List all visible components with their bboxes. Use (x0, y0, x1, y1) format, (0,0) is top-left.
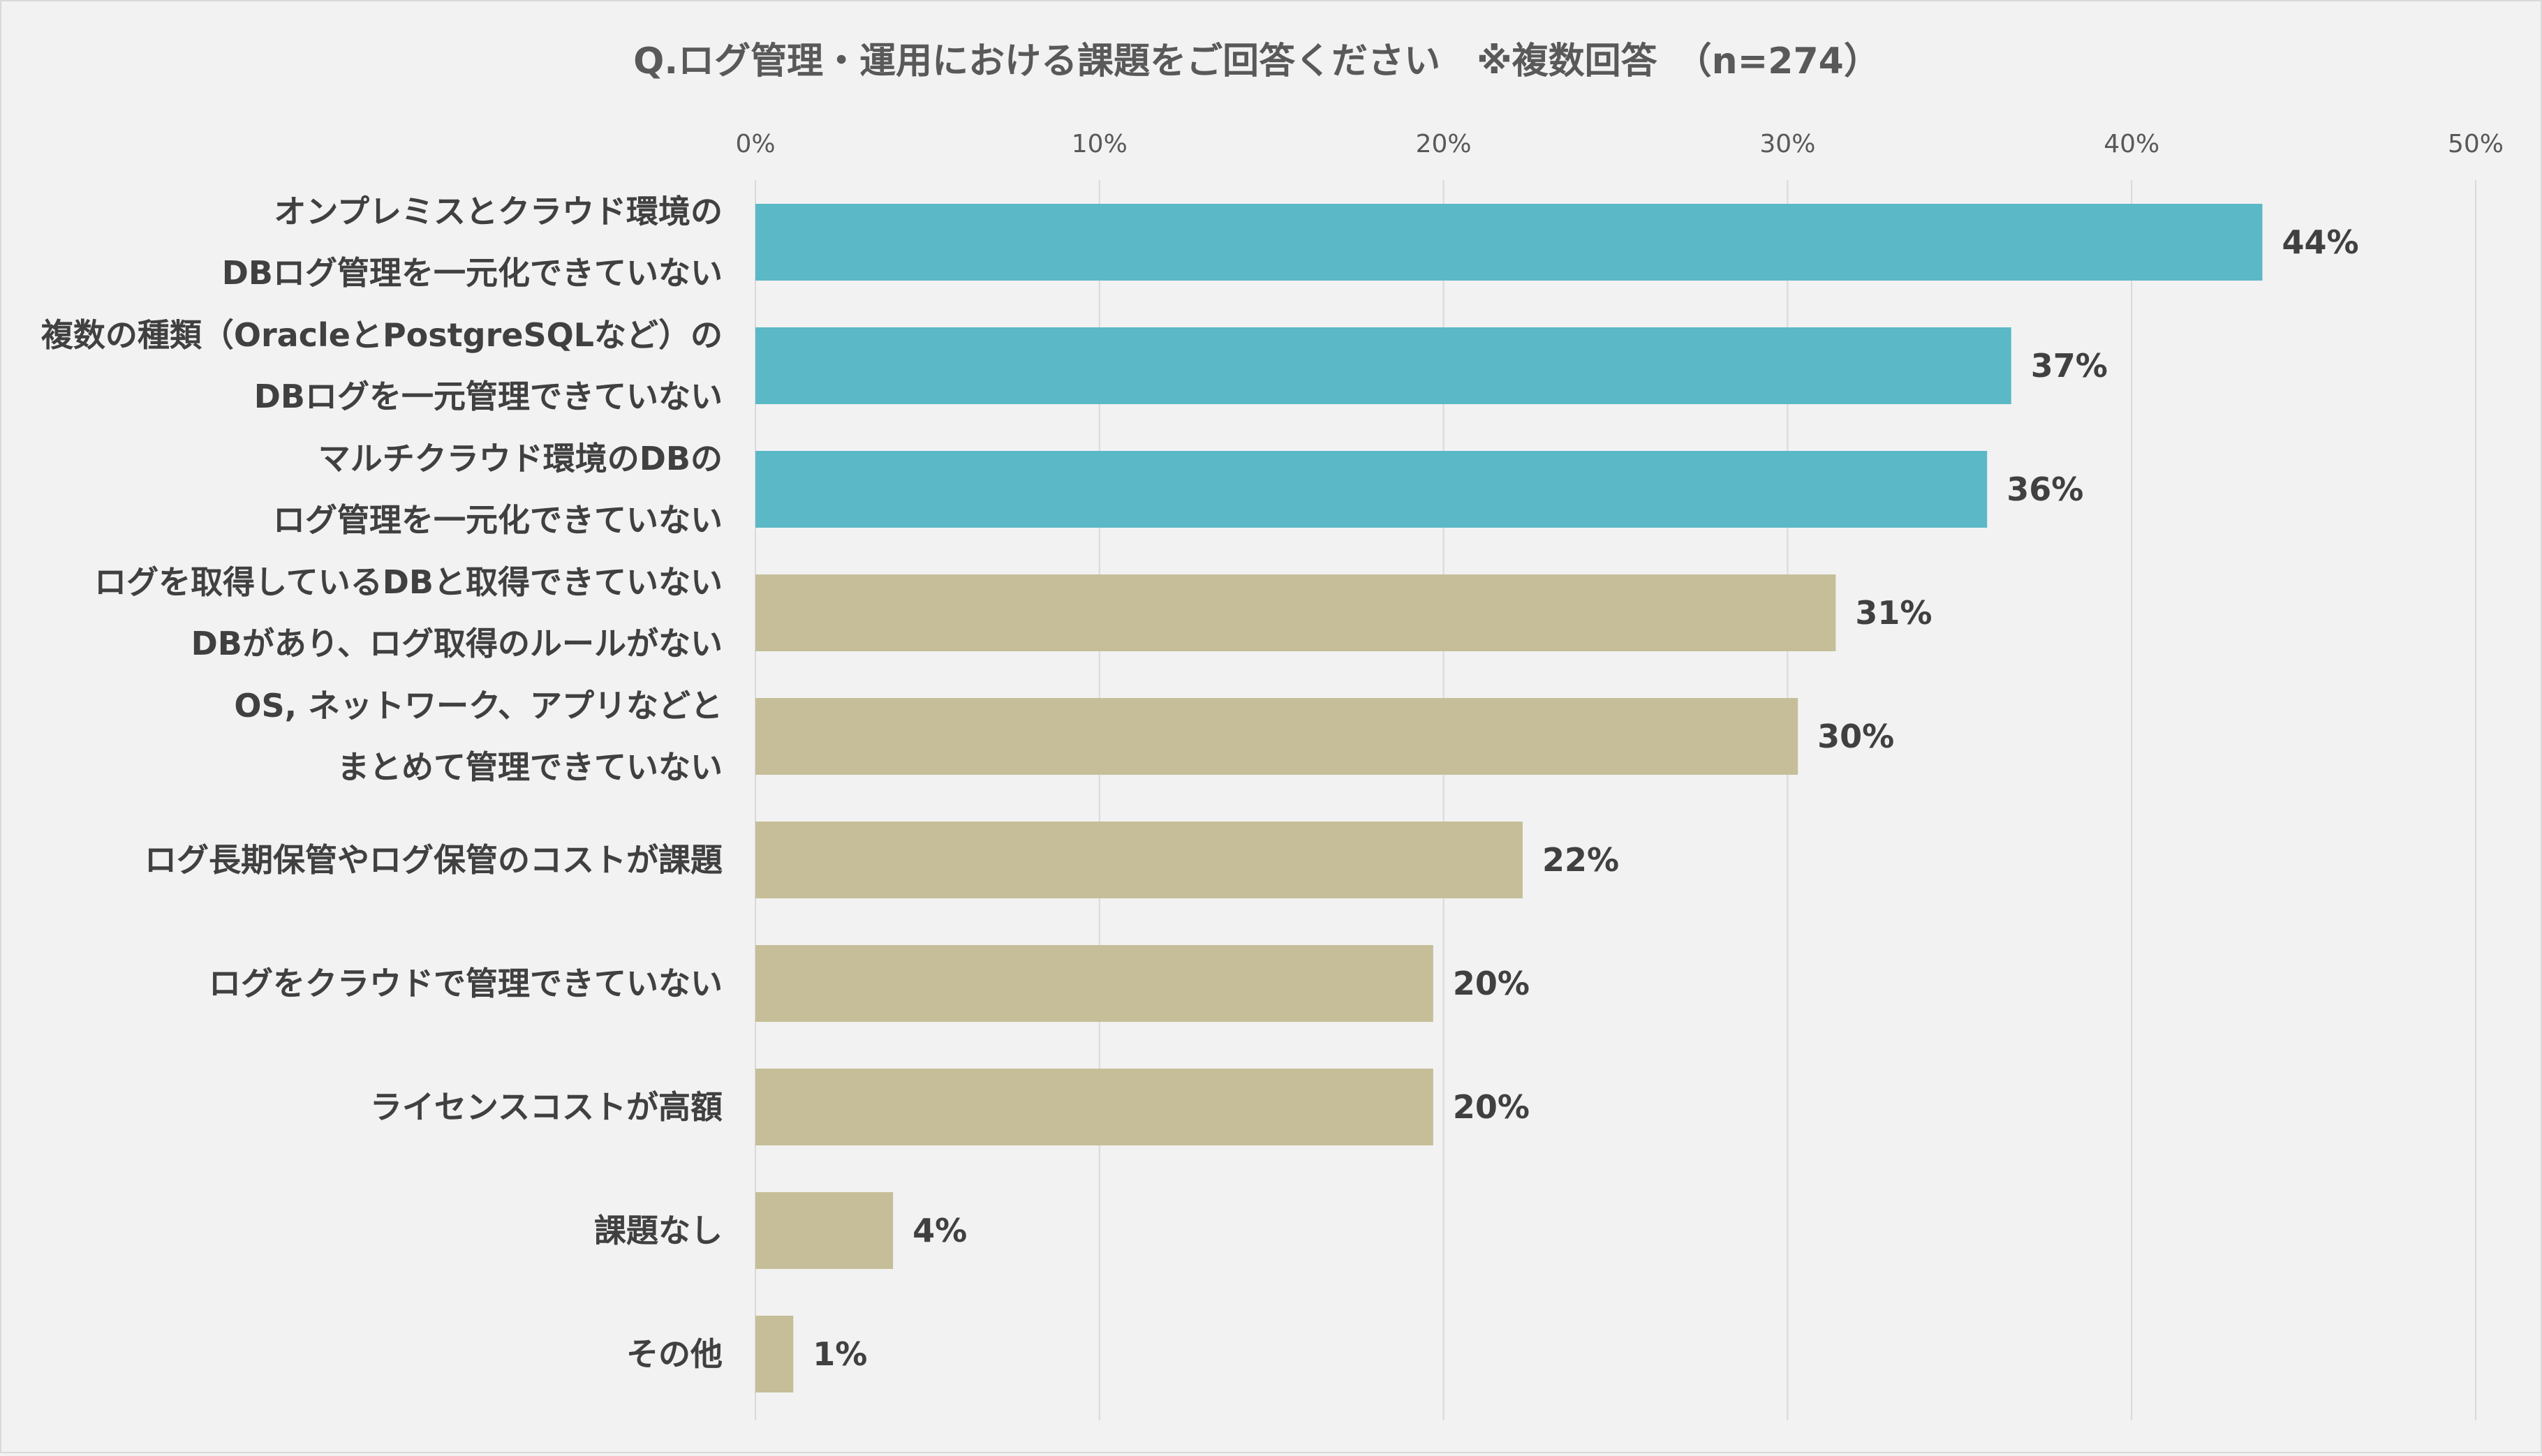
data-label: 31% (1855, 594, 1932, 632)
category-label: オンプレミスとクラウド環境の (274, 193, 723, 230)
bar (755, 698, 1798, 775)
category-label: ログ長期保管やログ保管のコストが課題 (145, 841, 723, 879)
x-axis-ticks: 0% 10% 20% 30% 40% 50% (735, 130, 2504, 158)
data-label: 1% (813, 1335, 867, 1373)
category-label: ログを取得しているDBと取得できていない (94, 563, 723, 601)
x-tick-label: 20% (1416, 130, 1472, 158)
data-label: 22% (1542, 841, 1619, 879)
category-label: ログ管理を一元化できていない (273, 501, 723, 539)
chart-title: Q.ログ管理・運用における課題をご回答ください ※複数回答 （n=274） (633, 40, 1880, 82)
bar (755, 574, 1836, 651)
bar (755, 822, 1523, 898)
category-label: まとめて管理できていない (337, 748, 723, 786)
category-label: 課題なし (594, 1212, 723, 1249)
category-label: OS, ネットワーク、アプリなどと (234, 687, 723, 725)
bar (755, 1069, 1433, 1145)
data-label: 4% (912, 1212, 967, 1249)
x-tick-label: 0% (735, 130, 775, 158)
x-tick-label: 30% (1759, 130, 1815, 158)
x-tick-label: 40% (2104, 130, 2159, 158)
category-label: DBログ管理を一元化できていない (222, 254, 723, 292)
bar (755, 945, 1433, 1022)
x-tick-label: 50% (2448, 130, 2504, 158)
category-label: DBログを一元管理できていない (254, 378, 723, 415)
x-tick-label: 10% (1072, 130, 1128, 158)
category-labels: オンプレミスとクラウド環境の DBログ管理を一元化できていない複数の種類（Orac… (41, 193, 723, 1373)
data-label: 20% (1453, 1088, 1530, 1126)
bar (755, 451, 1988, 528)
bar (755, 327, 2011, 404)
data-label: 30% (1817, 718, 1894, 755)
data-labels: 44% 37% 36% 31% 30% 22% 20% 20% 4% 1% (813, 223, 2358, 1373)
data-label: 36% (2007, 470, 2083, 508)
bar (755, 1192, 894, 1269)
category-label: マルチクラウド環境のDBの (318, 440, 723, 477)
category-label: 複数の種類（OracleとPostgreSQLなど）の (41, 316, 723, 354)
bars (755, 204, 2263, 1392)
data-label: 37% (2031, 347, 2108, 385)
category-label: ライセンスコストが高額 (370, 1088, 723, 1126)
data-label: 20% (1453, 965, 1530, 1002)
data-label: 44% (2282, 223, 2358, 261)
bar (755, 204, 2263, 281)
category-label: ログをクラウドで管理できていない (209, 965, 723, 1002)
bar (755, 1316, 794, 1392)
category-label: DBがあり、ログ取得のルールがない (191, 625, 723, 662)
category-label: その他 (626, 1335, 723, 1373)
